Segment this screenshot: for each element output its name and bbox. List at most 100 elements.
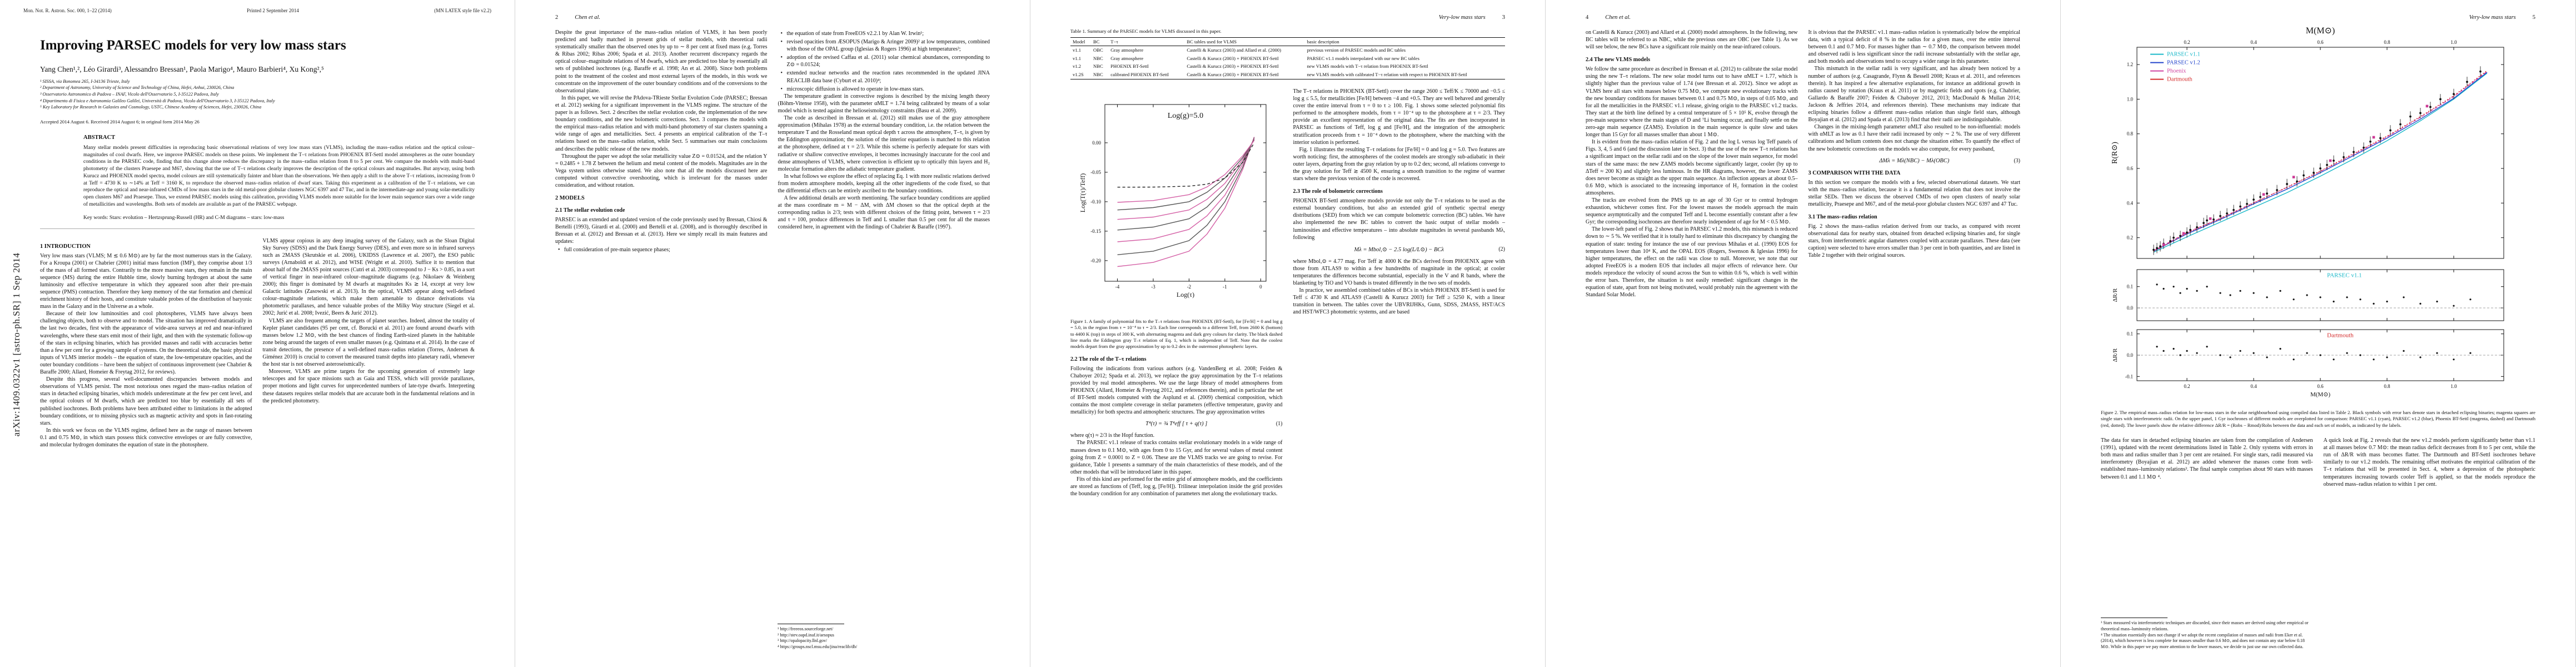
svg-text:PARSEC v1.1: PARSEC v1.1 bbox=[2167, 52, 2200, 58]
running-title: Very-low mass stars bbox=[1438, 14, 1486, 21]
svg-text:1.2: 1.2 bbox=[2127, 62, 2133, 67]
footnote: ² http://stev.oapd.inaf.it/aesopus bbox=[778, 632, 834, 638]
page-number: 2 bbox=[555, 14, 559, 21]
equation: Mλ = Mbol,⊙ − 2.5 log(L/L⊙) − BCλ (2) bbox=[1293, 246, 1505, 253]
svg-text:0.8: 0.8 bbox=[2127, 131, 2134, 137]
svg-text:0.6: 0.6 bbox=[2317, 39, 2324, 45]
affiliation: ⁴ Dipartimento di Fisica e Astronomia Ga… bbox=[40, 98, 275, 103]
svg-text:0.2: 0.2 bbox=[2184, 39, 2190, 45]
abstract-block: ABSTRACT Many stellar models present dif… bbox=[83, 135, 475, 221]
section-heading: 2 MODELS bbox=[555, 195, 585, 202]
svg-text:-4: -4 bbox=[1115, 284, 1120, 290]
author-list: Yang Chen¹,², Léo Girardi³, Alessandro B… bbox=[40, 64, 324, 73]
affiliation: ⁵ Key Laboratory for Research in Galaxie… bbox=[40, 104, 262, 110]
table-cell: new VLMS models with calibrated T−τ rela… bbox=[1307, 72, 1467, 78]
page-3: Very-low mass stars 3 Table 1. Summary o… bbox=[1030, 0, 1546, 667]
svg-text:-2: -2 bbox=[1187, 284, 1192, 290]
bullet-item: microscopic diffusion is allowed to oper… bbox=[778, 86, 990, 93]
paragraph: The lower-left panel of Fig. 2 shows tha… bbox=[1586, 226, 1798, 298]
paragraph: The temperature gradient in convective r… bbox=[778, 93, 990, 114]
page-5: Very-low mass stars 5 0.2 0.4 0.6 0.8 1.0 0.2… bbox=[2061, 0, 2576, 667]
table-row: v1.2 NBC PHOENIX BT-Settl Castelli & Kurucz… bbox=[1070, 62, 1505, 71]
affiliation: ³ Osservatorio Astronomico di Padova – I… bbox=[40, 91, 219, 97]
paragraph: where Mbol,⊙ = 4.77 mag. For Teff ≳ 4000… bbox=[1293, 258, 1506, 286]
svg-text:-3: -3 bbox=[1151, 284, 1155, 290]
column-right: VLMS appear copious in any deep imaging … bbox=[263, 237, 475, 449]
table-cell: v1.2 bbox=[1073, 63, 1082, 69]
svg-text:0.2: 0.2 bbox=[2127, 235, 2133, 241]
svg-text:-0.1: -0.1 bbox=[2125, 374, 2133, 379]
table-header: basic description bbox=[1304, 37, 1505, 46]
column-left: Despite the great importance of the mass… bbox=[555, 29, 768, 254]
page-number: 3 bbox=[1502, 14, 1505, 21]
svg-text:Dartmouth: Dartmouth bbox=[2167, 77, 2193, 83]
paragraph: VLMS appear copious in any deep imaging … bbox=[262, 237, 475, 317]
paragraph: Despite this progress, several well-docu… bbox=[40, 376, 252, 426]
svg-text:0.0: 0.0 bbox=[2127, 305, 2134, 311]
section-heading: 3 COMPARISON WITH THE DATA bbox=[1808, 170, 1901, 176]
arxiv-stamp: arXiv:1409.0322v1 [astro-ph.SR] 1 Sep 20… bbox=[11, 252, 22, 437]
svg-text:Log(T(τ)/Teff): Log(T(τ)/Teff) bbox=[1079, 173, 1087, 212]
svg-text:0.4: 0.4 bbox=[2250, 384, 2257, 389]
figure-1-plot: -4 -3 -2 -1 0 -0.20 -0.15 -0.10 -0.05 0.00 Log(τ) L… bbox=[1070, 90, 1283, 316]
svg-text:0: 0 bbox=[1259, 284, 1262, 290]
paragraph: The T–τ relations in PHOENIX (BT-Settl) … bbox=[1293, 88, 1506, 146]
svg-text:PARSEC v1.2: PARSEC v1.2 bbox=[2167, 60, 2200, 66]
bullet-item: full consideration of pre-main sequence … bbox=[555, 246, 768, 253]
page-4: 4 Chen et al. on Castelli & Kurucz (2003… bbox=[1546, 0, 2061, 667]
paragraph: Because of their low luminosities and co… bbox=[40, 311, 252, 376]
table-cell: v1.1 bbox=[1073, 47, 1082, 53]
affiliations: ¹ SISSA, via Bonomea 265, I-34136 Triest… bbox=[40, 78, 475, 111]
paragraph: A few additional details are worth menti… bbox=[778, 195, 990, 231]
paragraph: Despite the great importance of the mass… bbox=[555, 29, 768, 94]
paragraph: In this work we focus on the VLMS regime… bbox=[40, 427, 252, 448]
bullet-item: revised opacities from ÆSOPUS (Marigo & … bbox=[778, 38, 990, 53]
running-title: Chen et al. bbox=[1605, 14, 1631, 21]
table-cell: NBC bbox=[1093, 55, 1103, 61]
paragraph: The tracks are evolved from the PMS up t… bbox=[1586, 197, 1798, 226]
paragraph: In this section we compare the models wi… bbox=[1808, 179, 2021, 207]
paragraph: on Castelli & Kurucz (2003) and Allard e… bbox=[1586, 29, 1798, 51]
equation-number: (2) bbox=[1498, 246, 1505, 253]
two-column-body: The data for stars in detached eclipsing… bbox=[2061, 437, 2575, 488]
column-left: 1 INTRODUCTION Very low mass stars (VLMS;… bbox=[40, 237, 252, 449]
table-cell: v1.1 bbox=[1073, 55, 1082, 61]
table-cell: PARSEC v1.1 models interpolated with our… bbox=[1307, 55, 1419, 61]
equation: T⁴(τ) = ¾ T⁴eff [ τ + q(τ) ] (1) bbox=[1070, 421, 1282, 427]
paragraph: It is evident from the mass–radius relat… bbox=[1586, 139, 1798, 196]
figure1-svg: -4 -3 -2 -1 0 -0.20 -0.15 -0.10 -0.05 0.00 Log(τ) L… bbox=[1079, 104, 1267, 298]
running-head: Very-low mass stars 5 bbox=[2061, 0, 2575, 21]
svg-text:-0.10: -0.10 bbox=[1090, 199, 1101, 205]
paragraph: Throughout the paper we adopt the solar … bbox=[555, 153, 768, 188]
table-cell: NBC bbox=[1093, 72, 1103, 78]
paragraph: In what follows we explore the effect of… bbox=[778, 173, 990, 194]
table-cell: Castelli & Kurucz (2003) + PHOENIX BT-Se… bbox=[1187, 55, 1279, 61]
models-table: Model BC T−τ BC tables used for VLMS basic d… bbox=[1070, 37, 1505, 79]
page-2: 2 Chen et al. Despite the great importan… bbox=[515, 0, 1030, 667]
paper-title: Improving PARSEC models for very low mas… bbox=[40, 38, 346, 53]
equation-body: ΔMλ = Mλ(NBC) − Mλ(OBC) bbox=[1879, 157, 1950, 164]
table-cell: calibrated PHOENIX BT-Settl bbox=[1110, 72, 1169, 78]
running-head: Very-low mass stars 3 bbox=[1030, 0, 1545, 21]
page-number: 5 bbox=[2532, 14, 2535, 21]
equation-number: (3) bbox=[2014, 157, 2020, 164]
paragraph: Very low mass stars (VLMS; M ≲ 0.6 M⊙) a… bbox=[40, 252, 252, 310]
table-cell: Castelli & Kurucz (2003) + PHOENIX BT-Se… bbox=[1187, 63, 1279, 69]
printed-date: Printed 2 September 2014 bbox=[247, 8, 299, 13]
svg-text:0.8: 0.8 bbox=[2384, 39, 2390, 45]
two-column-body: Despite the great importance of the mass… bbox=[515, 29, 1030, 254]
svg-text:PARSEC v1.1: PARSEC v1.1 bbox=[2327, 272, 2362, 278]
section-heading: 2.4 The new VLMS models bbox=[1586, 57, 1650, 63]
paragraph: In this paper, we will revise the PAdova… bbox=[555, 94, 768, 152]
svg-text:Log(τ): Log(τ) bbox=[1177, 291, 1194, 298]
table-1-block: Table 1. Summary of the PARSEC models fo… bbox=[1030, 28, 1545, 79]
two-column-body: 1 INTRODUCTION Very low mass stars (VLMS;… bbox=[0, 237, 515, 449]
paragraph: The code as described in Bressan et al. … bbox=[778, 115, 990, 172]
paragraph: Fig. 2 shows the mass–radius relation de… bbox=[1808, 223, 2021, 259]
equation-body: Mλ = Mbol,⊙ − 2.5 log(L/L⊙) − BCλ bbox=[1354, 246, 1444, 253]
svg-text:-0.20: -0.20 bbox=[1090, 258, 1101, 263]
svg-text:M(M⊙): M(M⊙) bbox=[2306, 26, 2335, 36]
running-head: 4 Chen et al. bbox=[1546, 0, 2060, 21]
svg-text:0.6: 0.6 bbox=[2127, 166, 2134, 171]
bullet-item: extended nuclear networks and the reacti… bbox=[778, 69, 990, 84]
